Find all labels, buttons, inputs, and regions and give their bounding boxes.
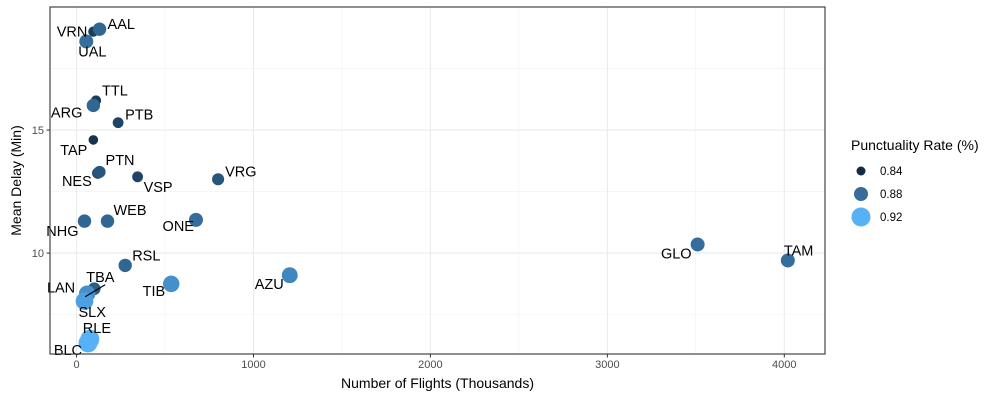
legend-key-0.88: [854, 187, 868, 201]
legend: Punctuality Rate (%) 0.84 0.88 0.92: [851, 137, 979, 227]
y-axis-title: Mean Delay (Min): [8, 125, 24, 235]
point-label-vrg: VRG: [225, 164, 256, 180]
point-label-web: WEB: [114, 203, 147, 219]
data-points: [75, 22, 795, 353]
point-label-lan: LAN: [47, 281, 75, 297]
data-point-arg: [86, 98, 101, 113]
point-label-tam: TAM: [784, 243, 814, 259]
point-label-arg: ARG: [51, 105, 82, 121]
legend-label: 0.84: [880, 166, 903, 178]
x-tick-label: 0: [73, 359, 79, 371]
legend-key-0.92: [851, 207, 871, 227]
x-tick-label: 1000: [241, 359, 265, 371]
point-label-ptb: PTB: [125, 108, 153, 124]
point-label-slx: SLX: [79, 305, 107, 321]
data-point-ual: [79, 34, 94, 49]
point-label-blc: BLC: [54, 343, 82, 359]
point-label-aal: AAL: [108, 17, 135, 33]
x-tick-label: 4000: [772, 359, 796, 371]
point-label-one: ONE: [163, 219, 195, 235]
data-point-blc: [78, 333, 98, 353]
data-point-vrg: [212, 173, 225, 186]
data-point-aal: [92, 22, 107, 36]
point-label-glo: GLO: [661, 246, 692, 262]
x-tick-label: 2000: [418, 359, 442, 371]
x-tick-label: 3000: [595, 359, 619, 371]
point-label-vrn: VRN: [57, 25, 88, 41]
data-point-rsl: [118, 258, 132, 273]
data-point-web: [100, 214, 115, 228]
point-label-ptn: PTN: [106, 153, 135, 169]
data-point-azu: [281, 267, 298, 284]
point-label-azu: AZU: [255, 277, 284, 293]
axis-ticks: 0 1000 2000 3000 4000 10 15: [32, 125, 797, 371]
data-point-nhg: [77, 214, 92, 228]
point-label-tba: TBA: [86, 270, 115, 286]
data-point-one: [188, 212, 203, 227]
panel-border: [49, 6, 826, 355]
data-point-ptb: [112, 117, 124, 129]
point-label-rsl: RSL: [132, 248, 160, 264]
label-leader-line: [84, 284, 106, 298]
legend-label: 0.92: [880, 212, 902, 224]
point-label-ttl: TTL: [102, 84, 128, 100]
data-point-tam: [780, 253, 795, 268]
legend-title: Punctuality Rate (%): [851, 137, 979, 153]
data-point-vsp: [132, 171, 144, 183]
point-labels: AAL VRN UAL TTL ARG PTB TAP PTN NES VSP VRG WEB NHG O…: [46, 17, 813, 359]
data-point-tap: [88, 135, 99, 145]
point-label-nes: NES: [62, 174, 92, 190]
point-label-ual: UAL: [78, 44, 106, 60]
point-label-tib: TIB: [143, 284, 166, 300]
legend-label: 0.88: [880, 189, 902, 201]
point-label-rle: RLE: [83, 321, 112, 337]
point-label-nhg: NHG: [46, 224, 78, 240]
x-axis-title: Number of Flights (Thousands): [341, 375, 534, 391]
legend-key-0.84: [856, 166, 866, 176]
point-label-vsp: VSP: [144, 180, 173, 196]
point-label-tap: TAP: [60, 143, 87, 159]
data-point-tib: [162, 275, 180, 293]
data-point-slx: [75, 292, 94, 310]
data-point-glo: [690, 237, 705, 252]
y-tick-label: 10: [32, 248, 44, 260]
y-tick-label: 15: [32, 125, 44, 137]
grid-lines: [50, 7, 825, 354]
data-point-ptn: [93, 165, 106, 178]
